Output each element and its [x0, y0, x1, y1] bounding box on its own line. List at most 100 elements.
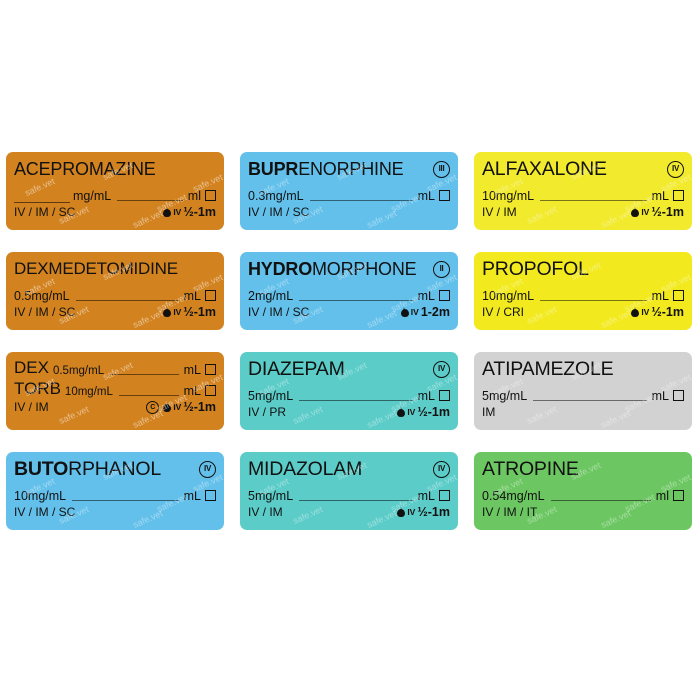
- volume-write-in-line[interactable]: [110, 362, 179, 375]
- controlled-schedule-icon: IV: [667, 160, 684, 178]
- checkbox-icon[interactable]: [205, 385, 216, 396]
- medication-label-dexmedetomidine[interactable]: DEXMEDETOMIDINE 0.5mg/mL mL IV / IM / SC IV ½…: [6, 252, 224, 330]
- checkbox-icon[interactable]: [439, 490, 450, 501]
- volume-write-in-line[interactable]: [299, 488, 413, 501]
- volume-write-in-line[interactable]: [299, 288, 413, 301]
- drug-name: DEXMEDETOMIDINE: [14, 258, 178, 280]
- onset-route: IV: [641, 207, 650, 217]
- checkbox-icon[interactable]: [205, 190, 216, 201]
- checkbox-icon[interactable]: [673, 490, 684, 501]
- onset-route: IV: [407, 407, 416, 417]
- route-row: IV / IM / SC IV ½-1m: [14, 203, 216, 221]
- drug-name-suffix: MIDAZOLAM: [248, 458, 363, 480]
- volume-write-in-line[interactable]: [540, 188, 647, 201]
- volume-unit: mL: [183, 363, 201, 377]
- drug-name: ACEPROMAZINE: [14, 158, 156, 180]
- volume-unit: mL: [417, 189, 435, 203]
- concentration-value: 5mg/mL: [248, 389, 294, 403]
- concentration-value: mg/mL: [73, 189, 112, 203]
- concentration-value: 0.54mg/mL: [482, 489, 545, 503]
- volume-write-in-line[interactable]: [118, 383, 179, 396]
- drop-icon: [631, 307, 640, 317]
- volume-write-in-line[interactable]: [550, 488, 651, 501]
- checkbox-icon[interactable]: [673, 390, 684, 401]
- label-name-row: ATROPINE: [482, 456, 684, 482]
- checkbox-icon[interactable]: [439, 290, 450, 301]
- label-name-row: BUPRENORPHINE III: [248, 156, 450, 182]
- volume-unit: mL: [417, 289, 435, 303]
- drop-icon: [397, 507, 406, 517]
- medication-label-alfaxalone[interactable]: ALFAXALONE IV 10mg/mL mL IV / IM IV ½-1m safe.v…: [474, 152, 692, 230]
- label-grid: ACEPROMAZINE mg/mL ml IV / IM / SC IV ½-1m saf…: [0, 152, 700, 530]
- drug-name-prefix: BUPR: [248, 159, 299, 179]
- administration-routes: IV / IM / SC: [248, 305, 310, 319]
- drug-name: MIDAZOLAM: [248, 458, 362, 480]
- concentration-row: mg/mL ml: [14, 182, 216, 203]
- medication-label-diazepam[interactable]: DIAZEPAM IV 5mg/mL mL IV / PR IV ½-1m safe.vet s…: [240, 352, 458, 430]
- drop-icon: [163, 307, 172, 317]
- medication-label-atropine[interactable]: ATROPINE 0.54mg/mL ml IV / IM / IT safe.vet s…: [474, 452, 692, 530]
- medication-label-dex-torb[interactable]: DEX 0.5mg/mL mL TORB 10mg/mL mL IV / IM C IV ½-1m…: [6, 352, 224, 430]
- administration-routes: IV / CRI: [482, 305, 525, 319]
- onset-route: IV: [407, 507, 416, 517]
- checkbox-icon[interactable]: [439, 190, 450, 201]
- concentration-row: 10mg/mL mL: [14, 482, 216, 503]
- checkbox-icon[interactable]: [673, 290, 684, 301]
- onset-time: ½-1m: [417, 405, 450, 419]
- controlled-substance-icon: C: [146, 400, 160, 414]
- volume-write-in-line[interactable]: [72, 488, 179, 501]
- concentration-value: 0.3mg/mL: [248, 189, 304, 203]
- label-name-row: PROPOFOL: [482, 256, 684, 282]
- medication-label-atipamezole[interactable]: ATIPAMEZOLE 5mg/mL mL IM safe.vet safe.vet saf…: [474, 352, 692, 430]
- concentration-value: 10mg/mL: [482, 289, 535, 303]
- onset-route: IV: [641, 307, 650, 317]
- volume-write-in-line[interactable]: [540, 288, 647, 301]
- medication-label-buprenorphine[interactable]: BUPRENORPHINE III 0.3mg/mL mL IV / IM / SC sa…: [240, 152, 458, 230]
- volume-write-in-line[interactable]: [533, 388, 647, 401]
- volume-write-in-line[interactable]: [299, 388, 413, 401]
- volume-write-in-line[interactable]: [309, 188, 413, 201]
- medication-label-acepromazine[interactable]: ACEPROMAZINE mg/mL ml IV / IM / SC IV ½-1m saf…: [6, 152, 224, 230]
- checkbox-icon[interactable]: [205, 490, 216, 501]
- route-row: IV / CRI IV ½-1m: [482, 303, 684, 321]
- drug-name: DEX: [14, 358, 49, 377]
- drug-name: BUPRENORPHINE: [248, 158, 404, 180]
- label-name-row: MIDAZOLAM IV: [248, 456, 450, 482]
- medication-label-midazolam[interactable]: MIDAZOLAM IV 5mg/mL mL IV / IM IV ½-1m safe.vet…: [240, 452, 458, 530]
- onset-time: ½-1m: [183, 205, 216, 219]
- checkbox-icon[interactable]: [205, 290, 216, 301]
- volume-write-in-line[interactable]: [75, 288, 179, 301]
- drug-name: HYDROMORPHONE: [248, 258, 417, 280]
- concentration-write-in-line[interactable]: [14, 189, 70, 203]
- controlled-schedule-icon: III: [433, 160, 450, 178]
- administration-routes: IM: [482, 405, 496, 419]
- checkbox-icon[interactable]: [205, 364, 216, 375]
- drug-name: ATROPINE: [482, 458, 579, 480]
- onset-time-group: IV ½-1m: [397, 405, 450, 419]
- medication-label-hydromorphone[interactable]: HYDROMORPHONE II 2mg/mL mL IV / IM / SC IV 1-2…: [240, 252, 458, 330]
- drop-icon: [163, 207, 172, 217]
- medication-label-butorphanol[interactable]: BUTORPHANOL IV 10mg/mL mL IV / IM / SC safe.v…: [6, 452, 224, 530]
- volume-unit: ml: [187, 189, 201, 203]
- onset-route: IV: [173, 307, 182, 317]
- onset-time-group: IV ½-1m: [397, 505, 450, 519]
- drug-name-prefix: HYDRO: [248, 259, 313, 279]
- concentration-value: 10mg/mL: [482, 189, 535, 203]
- label-name-row: BUTORPHANOL IV: [14, 456, 216, 482]
- volume-write-in-line[interactable]: [117, 188, 183, 201]
- onset-route: IV: [410, 307, 419, 317]
- volume-unit: mL: [183, 289, 201, 303]
- administration-routes: IV / IM: [248, 505, 283, 519]
- checkbox-icon[interactable]: [673, 190, 684, 201]
- volume-unit: mL: [183, 489, 201, 503]
- drug-name: TORB: [14, 379, 61, 398]
- medication-label-propofol[interactable]: PROPOFOL 10mg/mL mL IV / CRI IV ½-1m safe.vet s…: [474, 252, 692, 330]
- checkbox-icon[interactable]: [439, 390, 450, 401]
- label-name-row: HYDROMORPHONE II: [248, 256, 450, 282]
- onset-time-group: IV ½-1m: [163, 305, 216, 319]
- volume-unit: mL: [417, 489, 435, 503]
- concentration-row: 0.3mg/mL mL: [248, 182, 450, 203]
- volume-unit: mL: [417, 389, 435, 403]
- stacked-drug-row: TORB 10mg/mL mL: [14, 377, 216, 398]
- concentration-value: 5mg/mL: [482, 389, 528, 403]
